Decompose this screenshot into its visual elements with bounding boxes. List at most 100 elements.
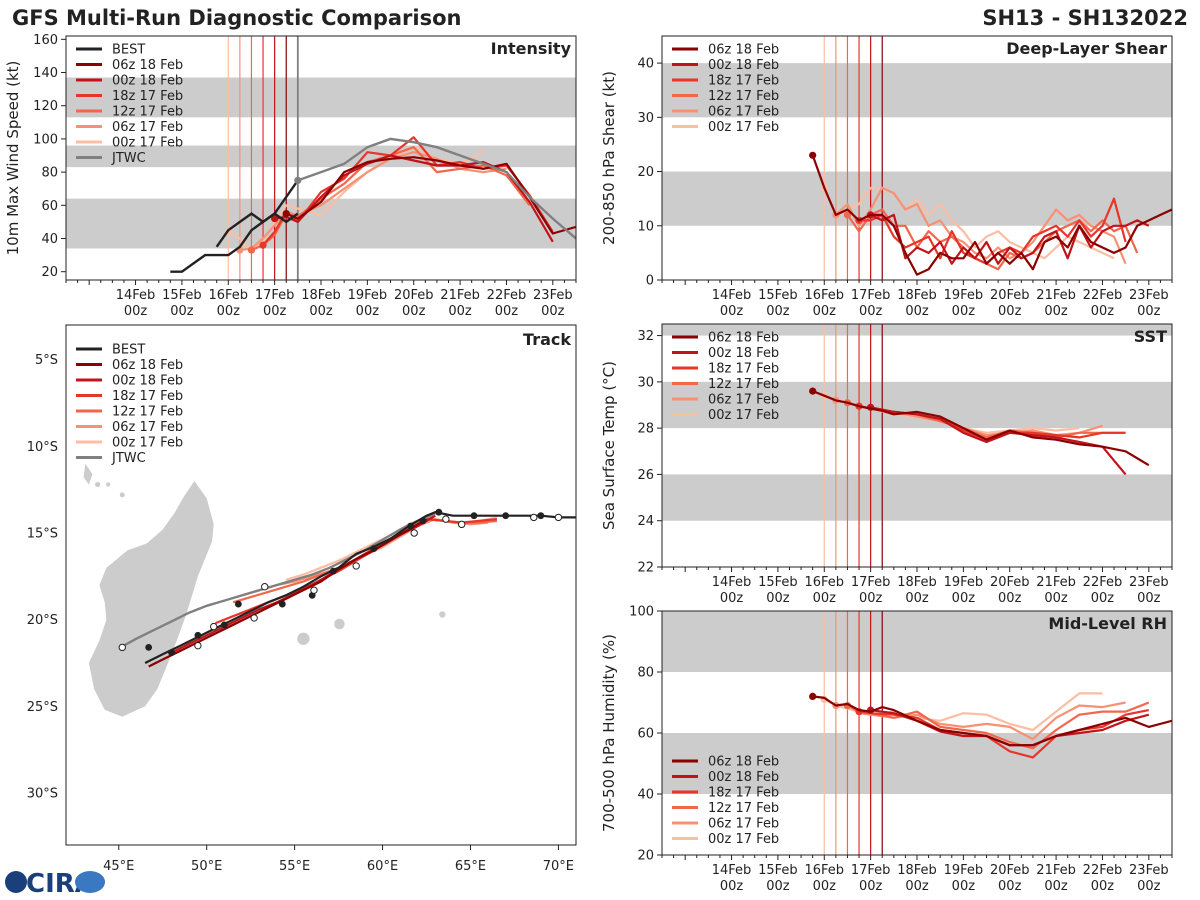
legend-label: 06z 18 Feb	[112, 358, 183, 373]
track-best-point	[502, 512, 510, 520]
x-tick-date: 16Feb	[208, 288, 248, 303]
x-tick-date: 19Feb	[944, 863, 984, 878]
y-tick-label: 160	[33, 33, 58, 48]
x-tick-hour: 00z	[905, 879, 929, 894]
legend-label: 06z 18 Feb	[112, 58, 183, 73]
track-best-point	[435, 508, 443, 516]
track-jtwc-point	[250, 614, 258, 622]
track-best-point	[419, 517, 427, 525]
shaded-band	[662, 474, 1172, 521]
x-tick-date: 14Feb	[712, 863, 752, 878]
panel-title: SST	[1134, 327, 1167, 346]
shear-panel: 01020304014Feb00z15Feb00z16Feb00z17Feb00…	[600, 35, 1173, 319]
track-jtwc-point	[352, 562, 360, 570]
series-line	[812, 695, 1172, 747]
x-tick-date: 16Feb	[804, 863, 844, 878]
x-tick-hour: 00z	[859, 304, 883, 319]
shaded-band	[66, 198, 576, 249]
panel-title: Deep-Layer Shear	[1006, 39, 1167, 58]
x-tick-hour: 00z	[720, 304, 744, 319]
map-area	[83, 463, 576, 717]
x-tick-date: 14Feb	[712, 288, 752, 303]
shaded-band	[662, 381, 1172, 429]
plot-area	[662, 324, 1172, 567]
track-jtwc-point	[118, 643, 126, 652]
legend-label: 00z 17 Feb	[708, 120, 779, 135]
plot-area	[662, 36, 1172, 280]
y-tick-label: 24	[637, 514, 654, 529]
x-tick-date: 20Feb	[394, 288, 434, 303]
x-tick-date: 22Feb	[487, 288, 527, 303]
x-tick-date: 16Feb	[804, 288, 844, 303]
y-axis-label: 10m Max Wind Speed (kt)	[4, 61, 22, 256]
x-tick-date: 21Feb	[1036, 288, 1076, 303]
y-tick-label: 32	[637, 329, 654, 344]
x-tick-label: 50°E	[191, 859, 222, 874]
island-land	[95, 481, 101, 488]
x-tick-hour: 00z	[1091, 879, 1115, 894]
x-tick-hour: 00z	[905, 304, 929, 319]
y-tick-label: 80	[637, 666, 654, 681]
series-line	[835, 701, 1126, 741]
x-tick-hour: 00z	[813, 304, 837, 319]
x-tick-date: 17Feb	[851, 575, 891, 590]
x-tick-date: 22Feb	[1083, 288, 1123, 303]
x-tick-hour: 00z	[170, 304, 194, 319]
legend-label: 12z 17 Feb	[708, 377, 779, 392]
x-tick-date: 15Feb	[758, 288, 798, 303]
x-tick-hour: 00z	[813, 879, 837, 894]
y-tick-label: 28	[637, 422, 654, 437]
track-best-point	[194, 631, 202, 639]
track-jtwc-point	[410, 529, 418, 537]
legend-label: 18z 17 Feb	[112, 89, 183, 104]
x-tick-hour: 00z	[1091, 304, 1115, 319]
x-tick-date: 20Feb	[990, 863, 1030, 878]
x-tick-hour: 00z	[495, 304, 519, 319]
y-tick-label: 0	[646, 274, 654, 289]
track-jtwc-point	[530, 513, 538, 522]
x-tick-date: 18Feb	[897, 575, 937, 590]
y-tick-label: 30°S	[27, 787, 58, 802]
track-best-point	[278, 600, 286, 608]
series-init-marker	[809, 692, 817, 701]
panel-title: Intensity	[491, 39, 572, 58]
plot-frame	[65, 324, 577, 846]
y-tick-label: 20°S	[27, 613, 58, 628]
track-forecast-line	[232, 517, 498, 604]
series-line	[870, 213, 1150, 265]
x-tick-hour: 00z	[124, 304, 148, 319]
island-land	[297, 632, 310, 645]
x-tick-hour: 00z	[952, 879, 976, 894]
x-tick-hour: 00z	[217, 304, 241, 319]
y-tick-label: 25°S	[27, 700, 58, 715]
track-best-point	[329, 567, 337, 575]
shaded-band	[662, 63, 1172, 118]
legend-label: 06z 17 Feb	[112, 420, 183, 435]
x-tick-hour: 00z	[905, 591, 929, 606]
island-land	[439, 611, 446, 618]
x-tick-date: 21Feb	[1036, 575, 1076, 590]
shaded-band	[66, 77, 576, 118]
x-tick-date: 16Feb	[804, 575, 844, 590]
x-tick-label: 65°E	[455, 859, 486, 874]
x-tick-hour: 00z	[1044, 591, 1068, 606]
track-jtwc-point	[210, 622, 218, 631]
cira-logo-mark	[5, 871, 27, 893]
x-tick-date: 18Feb	[897, 863, 937, 878]
legend-label: 00z 18 Feb	[708, 770, 779, 785]
track-jtwc-point	[261, 583, 269, 591]
y-tick-label: 80	[41, 166, 58, 181]
x-tick-date: 20Feb	[990, 575, 1030, 590]
legend-label: 18z 17 Feb	[708, 362, 779, 377]
intensity-panel: 2040608010012014016014Feb00z15Feb00z16Fe…	[4, 33, 577, 319]
legend-label: 00z 17 Feb	[708, 408, 779, 423]
y-tick-label: 5°S	[35, 353, 58, 368]
legend-label: 06z 18 Feb	[708, 331, 779, 346]
y-tick-label: 40	[41, 232, 58, 247]
legend-label: 00z 18 Feb	[112, 74, 183, 89]
shaded-band	[662, 611, 1172, 672]
x-tick-hour: 00z	[766, 879, 790, 894]
